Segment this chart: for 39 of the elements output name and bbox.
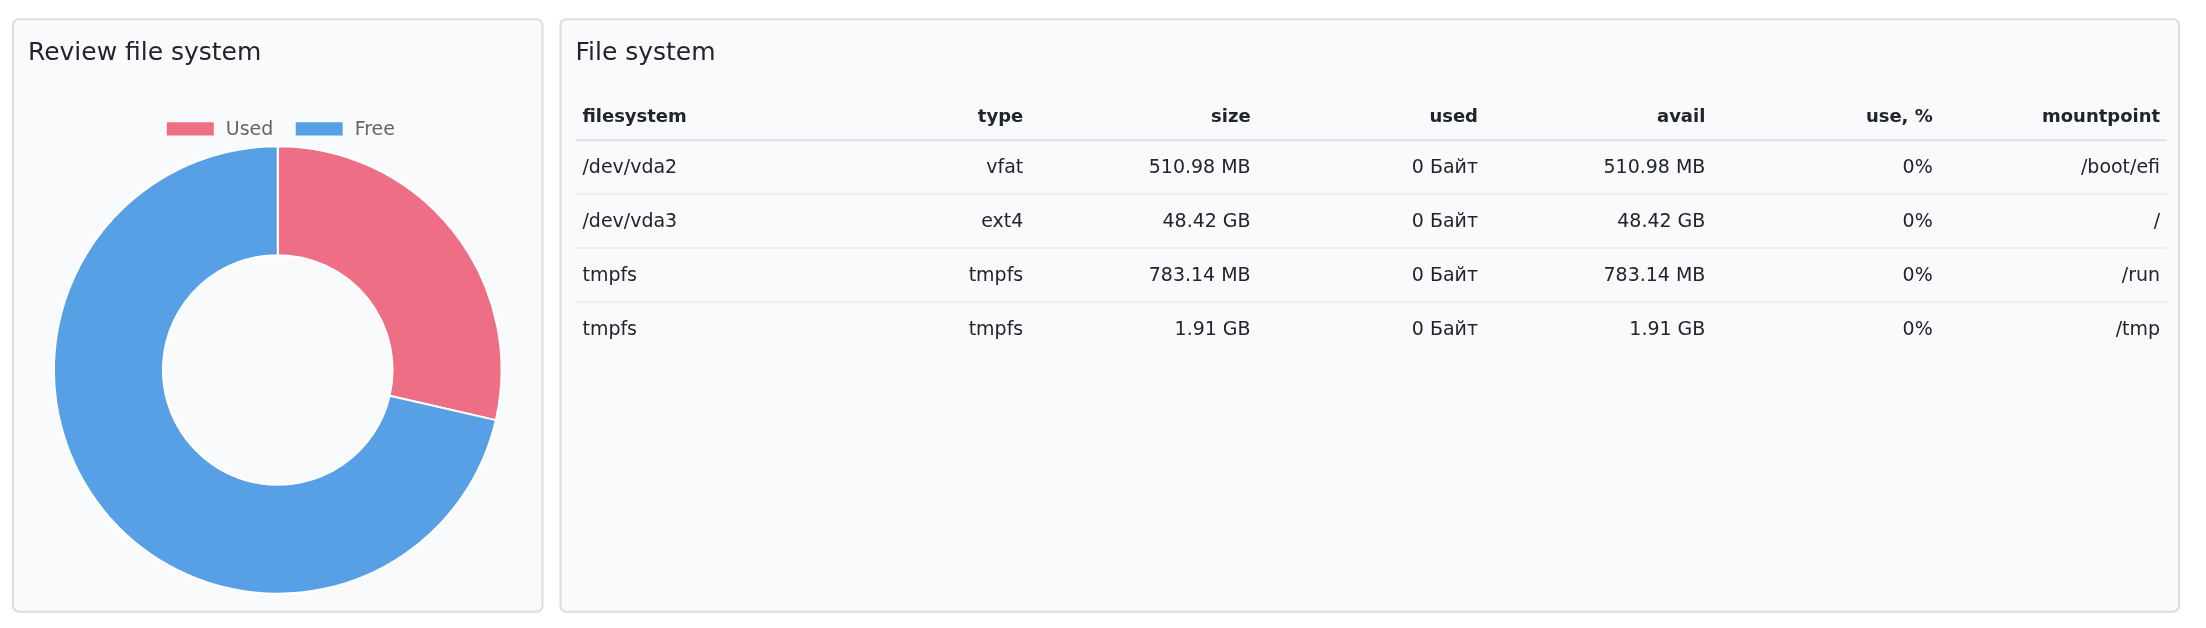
text: tmpfs — [968, 316, 1024, 339]
text: 0 Байт — [1411, 209, 1478, 232]
text: File system — [575, 37, 716, 67]
text: tmpfs — [582, 316, 637, 339]
text: 48.42 GB — [1162, 209, 1251, 232]
category-label: filesystem — [582, 105, 687, 127]
category-label: used — [1429, 105, 1478, 127]
text: 510.98 MB — [1603, 155, 1706, 178]
text: / — [2153, 209, 2161, 232]
text: tmpfs — [582, 263, 637, 286]
chart-title: Review file system — [27, 37, 262, 67]
text: /run — [2121, 263, 2161, 286]
legend-label: Free — [354, 116, 395, 139]
category-label: use, % — [1865, 105, 1933, 127]
text: /dev/vda2 — [582, 155, 678, 178]
text: tmpfs — [968, 263, 1024, 286]
text: 0 Байт — [1411, 316, 1478, 339]
text: 0% — [1902, 316, 1933, 339]
text: 0% — [1902, 263, 1933, 286]
legend-label: Used — [225, 116, 274, 139]
text: 0% — [1902, 209, 1933, 232]
text: 48.42 GB — [1617, 209, 1706, 232]
category-label: mountpoint — [2042, 105, 2161, 127]
text: /dev/vda3 — [582, 209, 678, 232]
text: 0 Байт — [1411, 263, 1478, 286]
text: /tmp — [2115, 316, 2161, 339]
text: vfat — [986, 155, 1024, 178]
text: 1.91 GB — [1174, 316, 1251, 339]
text: 783.14 MB — [1603, 263, 1706, 286]
text: 0% — [1902, 155, 1933, 178]
text: 0 Байт — [1411, 155, 1478, 178]
text: /boot/efi — [2080, 155, 2161, 178]
text: 510.98 MB — [1148, 155, 1251, 178]
category-label: type — [977, 105, 1024, 127]
text: 1.91 GB — [1629, 316, 1706, 339]
category-label: size — [1211, 105, 1251, 127]
category-label: avail — [1657, 105, 1706, 127]
text: ext4 — [981, 209, 1024, 232]
text: 783.14 MB — [1148, 263, 1251, 286]
